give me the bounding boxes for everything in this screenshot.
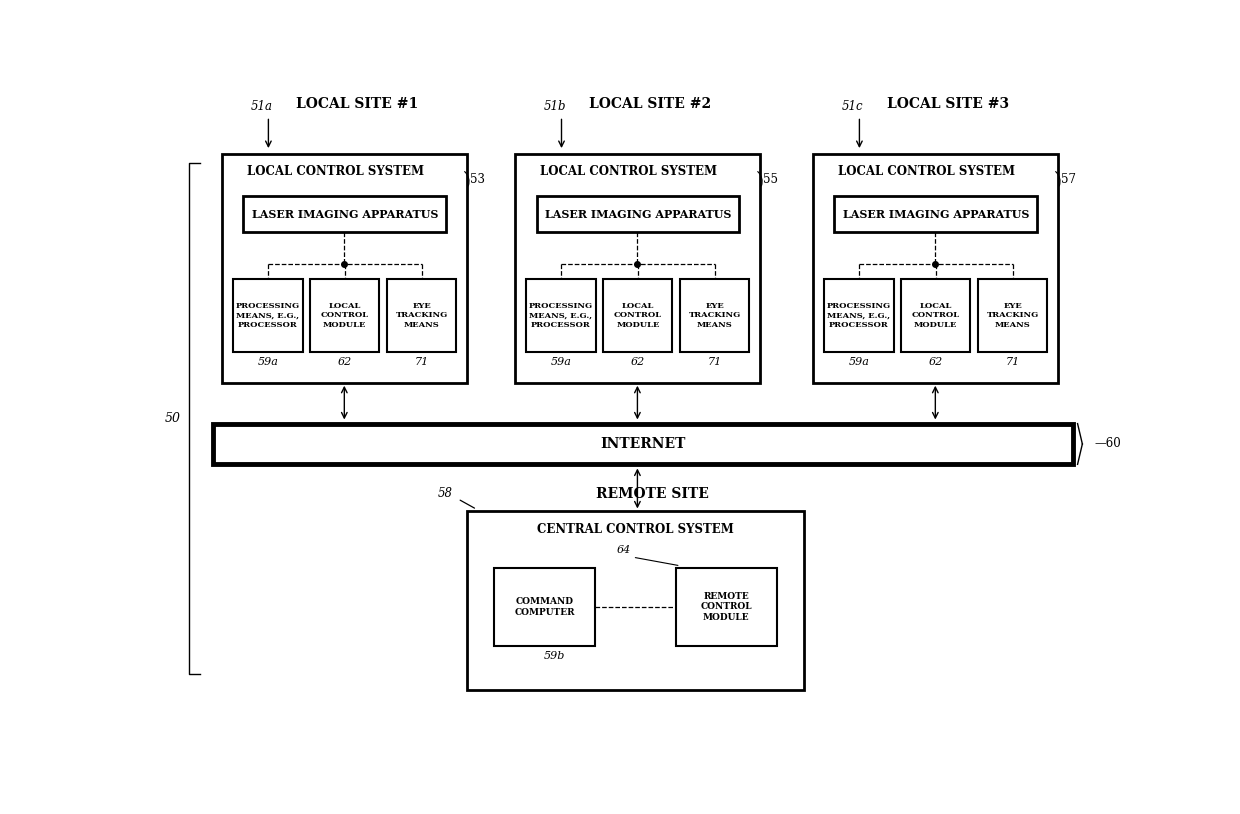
Bar	[516, 154, 760, 383]
Text: EYE
TRACKING
MEANS: EYE TRACKING MEANS	[396, 302, 448, 330]
Bar	[495, 568, 595, 646]
Bar	[213, 423, 1073, 464]
Text: 53: 53	[470, 173, 485, 186]
Text: LASER IMAGING APPARATUS: LASER IMAGING APPARATUS	[843, 208, 1029, 220]
Bar	[978, 279, 1048, 352]
Text: LASER IMAGING APPARATUS: LASER IMAGING APPARATUS	[544, 208, 732, 220]
Text: PROCESSING
MEANS, E.G.,
PROCESSOR: PROCESSING MEANS, E.G., PROCESSOR	[236, 302, 300, 330]
Bar	[604, 279, 672, 352]
Bar	[243, 196, 446, 233]
Text: 51b: 51b	[544, 100, 567, 113]
Text: 59a: 59a	[551, 357, 572, 366]
Text: 71: 71	[1006, 357, 1019, 366]
Text: REMOTE
CONTROL
MODULE: REMOTE CONTROL MODULE	[701, 592, 753, 622]
Bar	[537, 196, 739, 233]
Text: PROCESSING
MEANS, E.G.,
PROCESSOR: PROCESSING MEANS, E.G., PROCESSOR	[827, 302, 892, 330]
Text: 62: 62	[337, 357, 352, 366]
Text: LOCAL
CONTROL
MODULE: LOCAL CONTROL MODULE	[614, 302, 662, 330]
Text: 62: 62	[631, 357, 645, 366]
Text: 58: 58	[438, 488, 453, 501]
Text: PROCESSING
MEANS, E.G.,
PROCESSOR: PROCESSING MEANS, E.G., PROCESSOR	[529, 302, 593, 330]
Text: LOCAL SITE #2: LOCAL SITE #2	[589, 98, 712, 112]
Bar	[813, 154, 1059, 383]
Text: LOCAL
CONTROL
MODULE: LOCAL CONTROL MODULE	[911, 302, 960, 330]
Text: LOCAL CONTROL SYSTEM: LOCAL CONTROL SYSTEM	[247, 165, 424, 178]
Bar	[835, 196, 1037, 233]
Text: EYE
TRACKING
MEANS: EYE TRACKING MEANS	[688, 302, 742, 330]
Text: 50: 50	[165, 413, 181, 426]
Text: 59a: 59a	[848, 357, 869, 366]
Text: 62: 62	[929, 357, 942, 366]
Bar	[676, 568, 776, 646]
Bar	[467, 511, 804, 690]
Text: LOCAL SITE #3: LOCAL SITE #3	[887, 98, 1009, 112]
Text: 59a: 59a	[258, 357, 278, 366]
Text: LOCAL SITE #1: LOCAL SITE #1	[296, 98, 418, 112]
Text: LOCAL CONTROL SYSTEM: LOCAL CONTROL SYSTEM	[838, 165, 1014, 178]
Bar	[527, 279, 595, 352]
Text: COMMAND
COMPUTER: COMMAND COMPUTER	[515, 597, 575, 617]
Bar	[233, 279, 303, 352]
Bar	[387, 279, 456, 352]
Text: 71: 71	[414, 357, 429, 366]
Text: —60: —60	[1095, 437, 1122, 450]
Text: EYE
TRACKING
MEANS: EYE TRACKING MEANS	[987, 302, 1039, 330]
Text: INTERNET: INTERNET	[600, 437, 686, 451]
Bar	[825, 279, 894, 352]
Text: LOCAL CONTROL SYSTEM: LOCAL CONTROL SYSTEM	[539, 165, 717, 178]
Bar	[901, 279, 971, 352]
Text: 59b: 59b	[543, 651, 565, 661]
Text: LOCAL
CONTROL
MODULE: LOCAL CONTROL MODULE	[321, 302, 368, 330]
Text: 57: 57	[1061, 173, 1076, 186]
Text: LASER IMAGING APPARATUS: LASER IMAGING APPARATUS	[252, 208, 438, 220]
Text: 64: 64	[616, 545, 631, 555]
Text: 55: 55	[764, 173, 779, 186]
Text: 51a: 51a	[250, 100, 273, 113]
Text: 71: 71	[708, 357, 722, 366]
Text: 51c: 51c	[842, 100, 864, 113]
Bar	[681, 279, 749, 352]
Bar	[310, 279, 379, 352]
Text: CENTRAL CONTROL SYSTEM: CENTRAL CONTROL SYSTEM	[537, 523, 734, 536]
Text: REMOTE SITE: REMOTE SITE	[596, 487, 709, 501]
Bar	[222, 154, 467, 383]
